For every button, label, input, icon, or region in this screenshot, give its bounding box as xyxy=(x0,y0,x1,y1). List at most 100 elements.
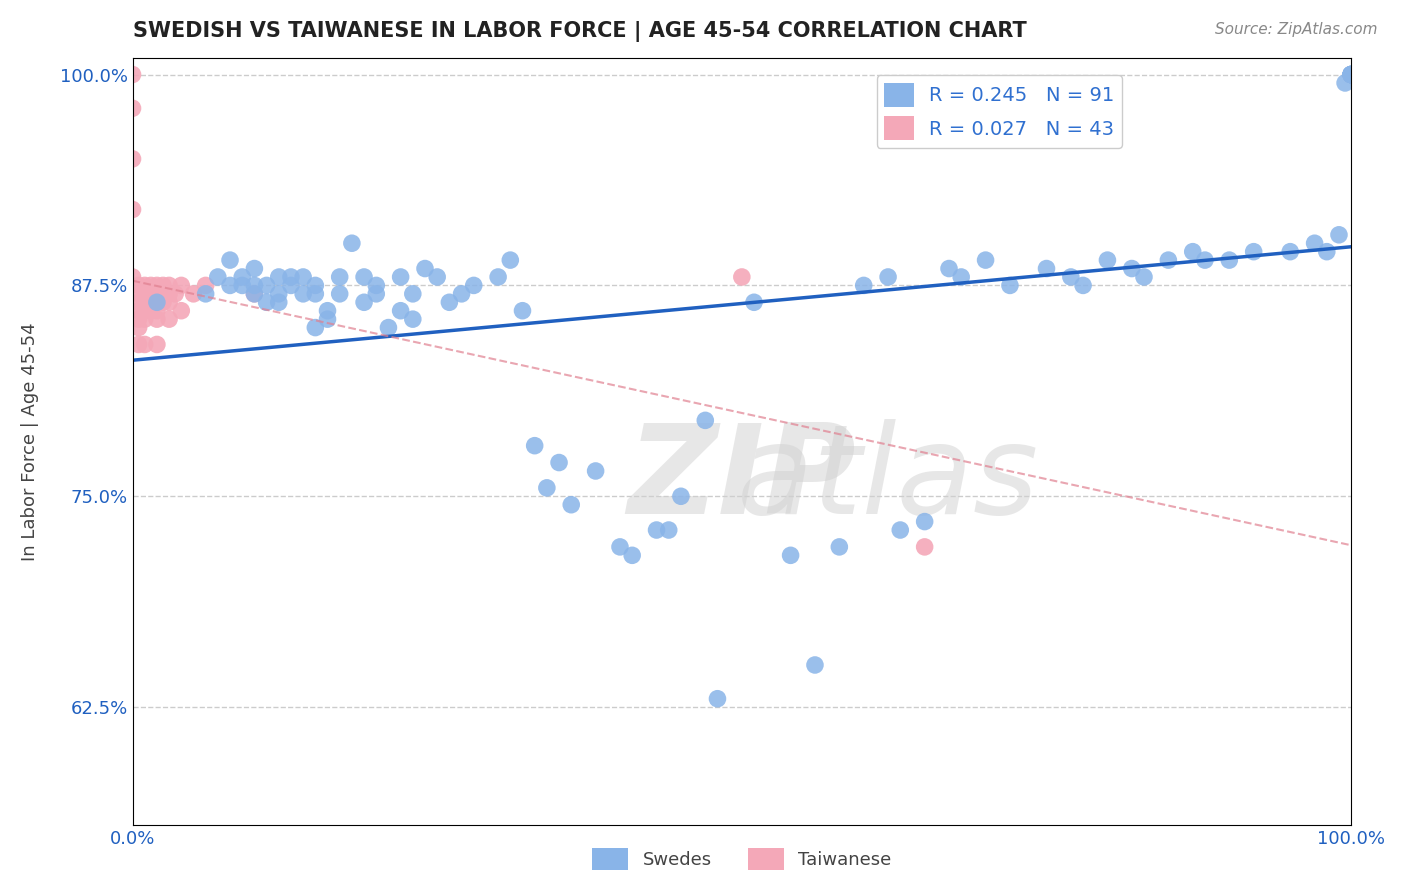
Point xyxy=(304,278,326,293)
Point xyxy=(243,278,266,293)
Point xyxy=(146,295,169,310)
Point xyxy=(1334,76,1357,90)
Point xyxy=(134,278,156,293)
Point xyxy=(146,303,169,318)
Point xyxy=(1097,253,1119,268)
Point xyxy=(402,286,425,301)
Point xyxy=(366,286,388,301)
Point xyxy=(170,278,193,293)
Point xyxy=(998,278,1021,293)
Point xyxy=(1133,270,1156,285)
Point xyxy=(280,278,302,293)
Point xyxy=(486,270,509,285)
Text: Source: ZipAtlas.com: Source: ZipAtlas.com xyxy=(1215,22,1378,37)
Point xyxy=(165,286,187,301)
Point xyxy=(950,270,973,285)
Point xyxy=(231,278,253,293)
Point xyxy=(146,278,169,293)
Point xyxy=(316,303,339,318)
Text: SWEDISH VS TAIWANESE IN LABOR FORCE | AGE 45-54 CORRELATION CHART: SWEDISH VS TAIWANESE IN LABOR FORCE | AG… xyxy=(132,21,1026,42)
Point xyxy=(146,312,169,326)
Point xyxy=(157,295,180,310)
Point xyxy=(1194,253,1216,268)
Point xyxy=(243,261,266,276)
Point xyxy=(585,464,607,478)
Point xyxy=(389,303,412,318)
Point xyxy=(340,236,363,251)
Point xyxy=(536,481,558,495)
Point xyxy=(280,270,302,285)
Point xyxy=(1340,68,1362,82)
Point xyxy=(439,295,461,310)
Point xyxy=(1327,227,1350,242)
Point xyxy=(128,303,150,318)
Point xyxy=(139,295,162,310)
Point xyxy=(852,278,875,293)
Point xyxy=(1340,68,1362,82)
Point xyxy=(914,515,936,529)
Point xyxy=(121,68,143,82)
Point xyxy=(146,337,169,351)
Point xyxy=(499,253,522,268)
Point xyxy=(128,295,150,310)
Point xyxy=(170,303,193,318)
Point xyxy=(1218,253,1240,268)
Point xyxy=(609,540,631,554)
Point xyxy=(267,295,290,310)
Point xyxy=(121,202,143,217)
Point xyxy=(152,278,174,293)
Point xyxy=(1035,261,1057,276)
Point xyxy=(128,320,150,334)
Point xyxy=(1340,68,1362,82)
Point xyxy=(914,540,936,554)
Point xyxy=(1316,244,1339,259)
Point xyxy=(121,270,143,285)
Point xyxy=(292,270,315,285)
Point xyxy=(731,270,754,285)
Point xyxy=(128,278,150,293)
Point xyxy=(194,278,217,293)
Point xyxy=(1340,68,1362,82)
Point xyxy=(121,101,143,115)
Point xyxy=(1303,236,1326,251)
Point xyxy=(267,270,290,285)
Point xyxy=(121,152,143,166)
Point xyxy=(1071,278,1094,293)
Point xyxy=(128,286,150,301)
Point xyxy=(134,295,156,310)
Point xyxy=(128,312,150,326)
Point xyxy=(152,295,174,310)
Point xyxy=(669,489,692,503)
Point xyxy=(316,312,339,326)
Point xyxy=(548,456,571,470)
Point xyxy=(219,278,242,293)
Point xyxy=(157,286,180,301)
Point xyxy=(207,270,229,285)
Point xyxy=(1279,244,1302,259)
Point xyxy=(804,657,827,672)
Legend: Swedes, Taiwanese: Swedes, Taiwanese xyxy=(585,841,898,878)
Point xyxy=(377,320,399,334)
Point xyxy=(1181,244,1204,259)
Point xyxy=(243,286,266,301)
Point xyxy=(706,691,728,706)
Point xyxy=(1157,253,1180,268)
Point xyxy=(329,286,352,301)
Point xyxy=(304,320,326,334)
Point xyxy=(742,295,765,310)
Point xyxy=(353,295,375,310)
Point xyxy=(128,337,150,351)
Point xyxy=(523,439,546,453)
Point xyxy=(1340,68,1362,82)
Point xyxy=(366,278,388,293)
Point xyxy=(1243,244,1265,259)
Point xyxy=(256,295,278,310)
Point xyxy=(1121,261,1143,276)
Point xyxy=(877,270,900,285)
Point xyxy=(974,253,997,268)
Point xyxy=(304,286,326,301)
Point xyxy=(389,270,412,285)
Point xyxy=(157,278,180,293)
Text: atlas: atlas xyxy=(737,419,1039,541)
Point xyxy=(938,261,960,276)
